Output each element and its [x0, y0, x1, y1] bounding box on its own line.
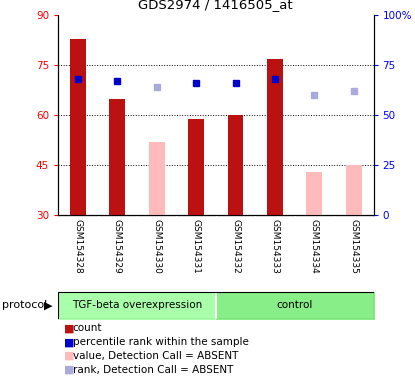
Text: GSM154335: GSM154335: [349, 219, 358, 274]
Text: GSM154332: GSM154332: [231, 219, 240, 274]
Text: control: control: [276, 300, 313, 310]
Bar: [149, 142, 165, 215]
Text: ▶: ▶: [44, 300, 52, 310]
Text: GSM154331: GSM154331: [192, 219, 200, 274]
Text: rank, Detection Call = ABSENT: rank, Detection Call = ABSENT: [73, 365, 233, 375]
Text: protocol: protocol: [2, 300, 47, 310]
Bar: [346, 165, 362, 215]
Text: GSM154334: GSM154334: [310, 219, 319, 274]
Text: GSM154328: GSM154328: [73, 219, 82, 274]
Text: ■: ■: [64, 365, 75, 375]
Bar: [227, 115, 243, 215]
Bar: [188, 119, 204, 215]
Text: count: count: [73, 323, 102, 333]
Bar: [267, 59, 283, 215]
Text: ■: ■: [64, 351, 75, 361]
Text: GSM154329: GSM154329: [113, 219, 122, 274]
Text: GSM154330: GSM154330: [152, 219, 161, 274]
Text: percentile rank within the sample: percentile rank within the sample: [73, 337, 249, 347]
Text: value, Detection Call = ABSENT: value, Detection Call = ABSENT: [73, 351, 238, 361]
Text: ■: ■: [64, 323, 75, 333]
Text: GSM154333: GSM154333: [271, 219, 279, 274]
Text: TGF-beta overexpression: TGF-beta overexpression: [72, 300, 202, 310]
Title: GDS2974 / 1416505_at: GDS2974 / 1416505_at: [139, 0, 293, 12]
Text: ■: ■: [64, 337, 75, 347]
Bar: [110, 99, 125, 215]
Bar: [70, 39, 86, 215]
Bar: [306, 172, 322, 215]
